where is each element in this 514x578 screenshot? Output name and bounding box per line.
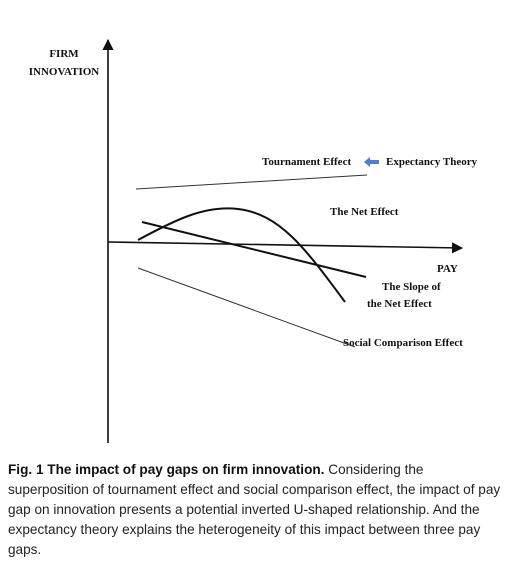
diagram: FIRM INNOVATION PAY Tournament Effect Ex…: [29, 38, 478, 443]
caption-body: Considering the superposition of tournam…: [8, 462, 501, 557]
slope-label-line1: The Slope of: [382, 281, 441, 293]
tournament-effect-label: Tournament Effect: [262, 156, 351, 168]
net-effect-label: The Net Effect: [330, 206, 399, 218]
net-effect-curve: [137, 207, 346, 303]
social-comparison-line: [137, 267, 356, 348]
y-axis-label-line2: INNOVATION: [29, 66, 100, 78]
left-arrow-icon: [364, 157, 379, 167]
slope-line: [141, 221, 367, 278]
tournament-effect-line: [135, 174, 368, 190]
x-axis: [107, 241, 464, 254]
expectancy-theory-label: Expectancy Theory: [386, 156, 478, 168]
x-axis-label: PAY: [437, 263, 458, 275]
figure-caption: Fig. 1 The impact of pay gaps on firm in…: [8, 460, 508, 560]
caption-title: Fig. 1 The impact of pay gaps on firm in…: [8, 462, 325, 477]
slope-label-line2: the Net Effect: [367, 298, 432, 310]
social-comparison-label: Social Comparison Effect: [343, 337, 463, 349]
y-axis-label-line1: FIRM: [49, 48, 79, 60]
